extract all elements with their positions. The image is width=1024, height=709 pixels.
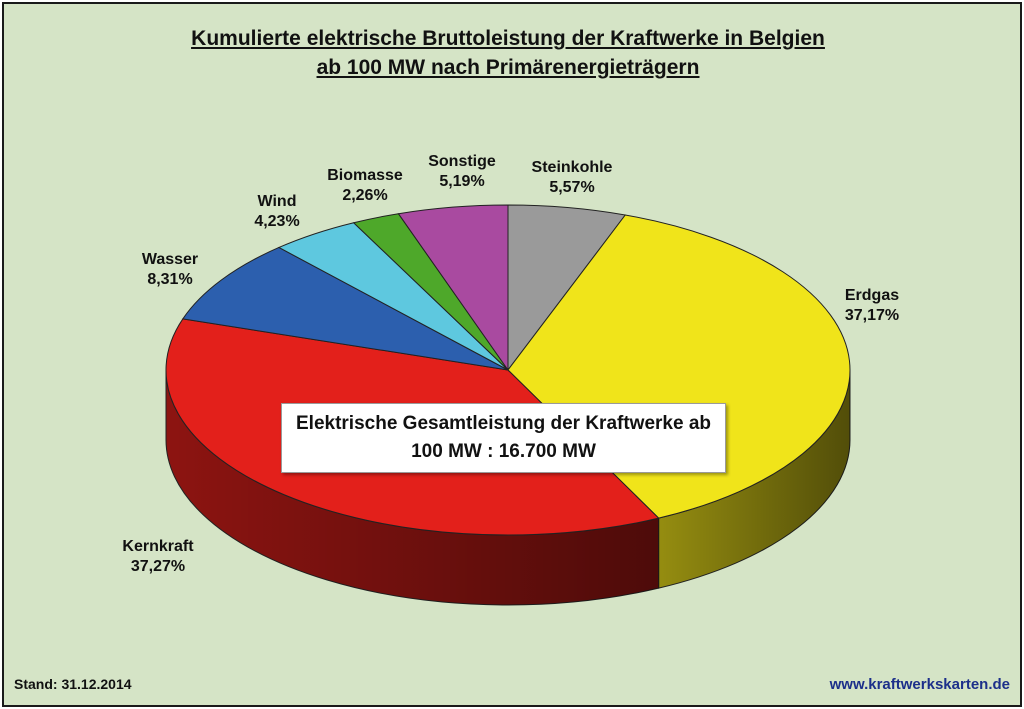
slice-side-shade-kernkraft <box>166 370 659 605</box>
total-capacity-box: Elektrische Gesamtleistung der Kraftwerk… <box>281 403 726 473</box>
slice-label-sonstige: Sonstige <box>428 153 496 170</box>
chart-title-line1: Kumulierte elektrische Bruttoleistung de… <box>191 27 825 50</box>
website-link[interactable]: www.kraftwerkskarten.de <box>829 676 1010 693</box>
slice-wasser <box>181 246 509 371</box>
slice-value-biomasse: 2,26% <box>342 187 387 204</box>
slice-label-steinkohle: Steinkohle <box>532 159 613 176</box>
slice-side-shade-erdgas <box>658 370 850 589</box>
slice-value-kernkraft: 37,27% <box>131 558 185 575</box>
slice-value-erdgas: 37,17% <box>845 307 899 324</box>
slice-label-wind: Wind <box>258 193 297 210</box>
slice-label-wasser: Wasser <box>142 251 198 268</box>
slice-label-kernkraft: Kernkraft <box>122 538 194 555</box>
slice-label-erdgas: Erdgas <box>845 287 899 304</box>
slice-value-sonstige: 5,19% <box>439 173 484 190</box>
slice-sonstige <box>397 204 509 372</box>
total-capacity-line2: 100 MW : 16.700 MW <box>411 441 596 462</box>
chart-title-line2: ab 100 MW nach Primärenergieträgern <box>316 56 700 79</box>
total-capacity-line1: Elektrische Gesamtleistung der Kraftwerk… <box>296 413 711 434</box>
slice-value-steinkohle: 5,57% <box>549 179 594 196</box>
status-date: Stand: 31.12.2014 <box>14 676 132 692</box>
slice-value-wind: 4,23% <box>254 213 299 230</box>
slice-label-biomasse: Biomasse <box>327 167 403 184</box>
slice-value-wasser: 8,31% <box>147 271 192 288</box>
chart-title: Kumulierte elektrische Bruttoleistung de… <box>0 24 1016 82</box>
